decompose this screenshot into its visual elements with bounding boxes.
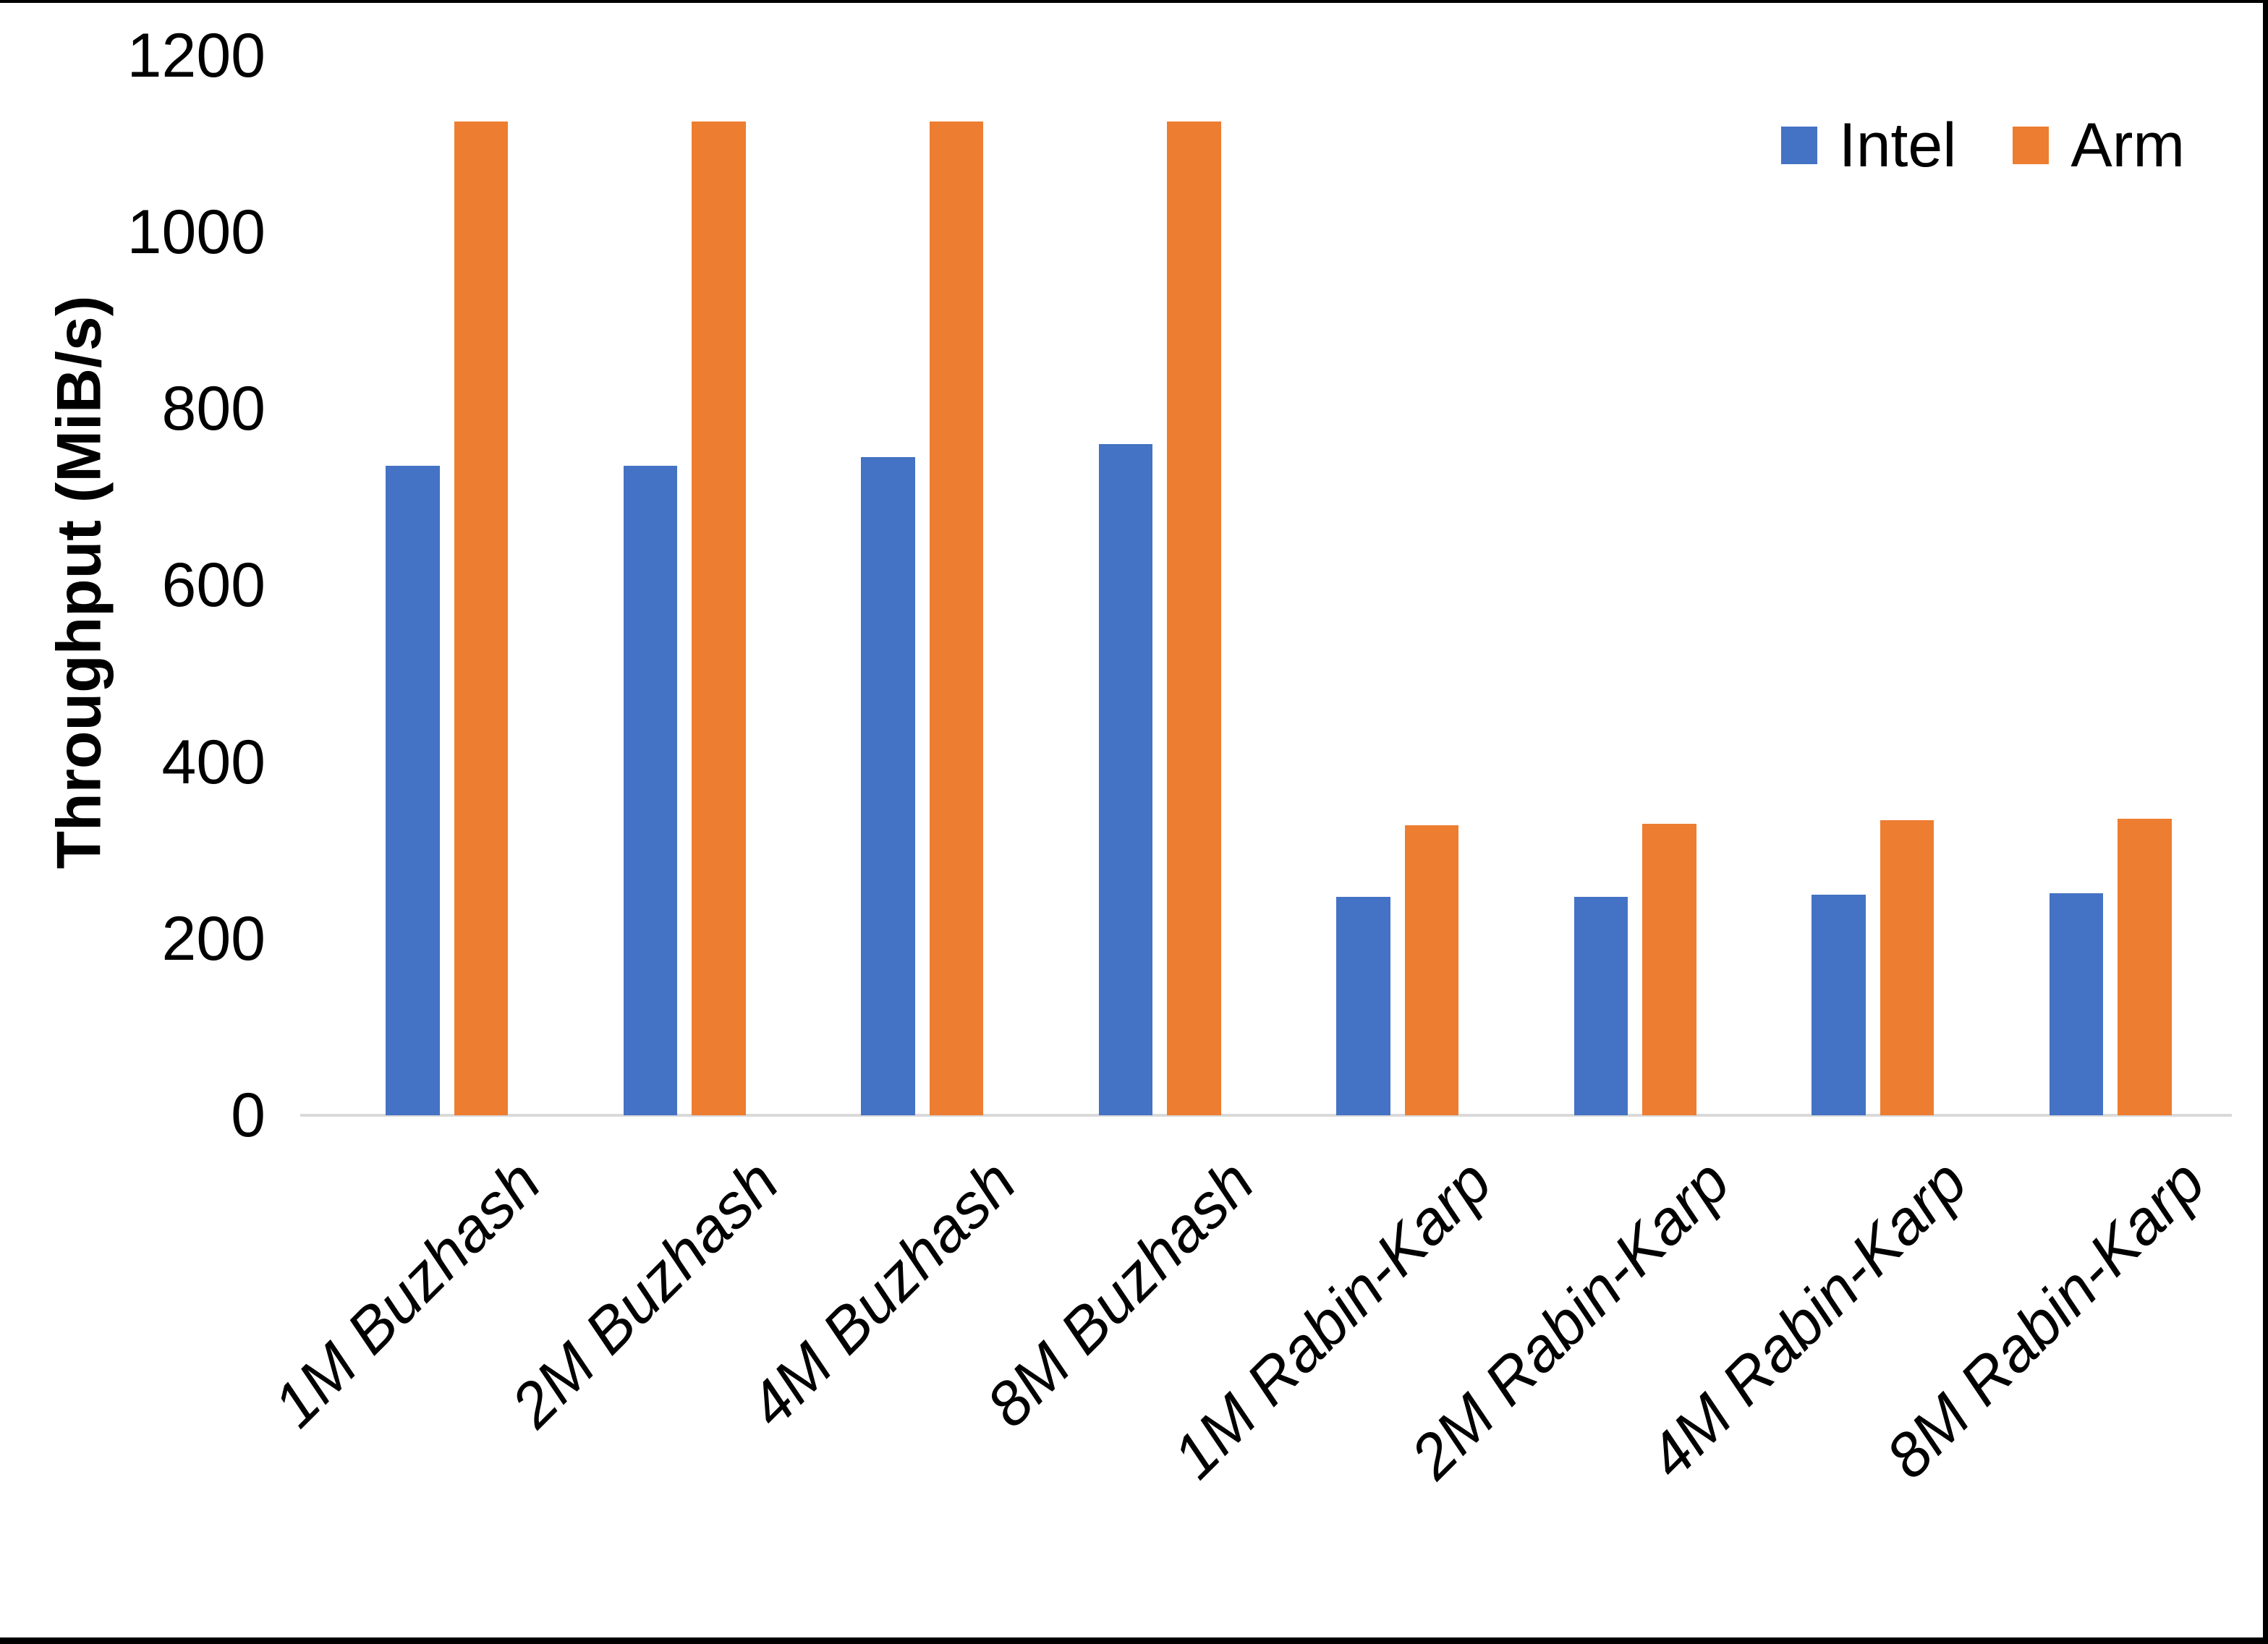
- bar-arm-2m-rabin-karp: [1642, 823, 1696, 1115]
- bar-arm-8m-rabin-karp: [2118, 818, 2172, 1115]
- y-tick-label-200: 200: [161, 903, 266, 974]
- frame-line-bottom: [0, 1637, 2268, 1644]
- frame-line-right: [2263, 0, 2268, 1644]
- legend-item-arm: Arm: [2013, 114, 2185, 176]
- bar-arm-1m-buzhash: [454, 122, 508, 1115]
- y-tick-label-1000: 1000: [127, 197, 266, 267]
- bar-intel-1m-rabin-karp: [1336, 897, 1390, 1115]
- bar-intel-8m-rabin-karp: [2049, 893, 2103, 1115]
- legend-item-intel: Intel: [1780, 111, 1957, 180]
- legend-label-arm: Arm: [2070, 111, 2185, 180]
- legend-label-intel: Intel: [1838, 111, 1957, 180]
- bar-arm-2m-buzhash: [692, 122, 746, 1115]
- y-tick-label-400: 400: [161, 727, 266, 797]
- frame-line-top: [0, 0, 2268, 3]
- y-tick-label-1200: 1200: [127, 20, 266, 90]
- bar-arm-4m-rabin-karp: [1880, 820, 1934, 1115]
- bar-intel-2m-rabin-karp: [1573, 897, 1628, 1115]
- bar-intel-2m-buzhash: [623, 466, 677, 1115]
- legend: Intel Arm: [1780, 111, 2185, 180]
- legend-swatch-arm: [2013, 127, 2050, 164]
- y-tick-label-600: 600: [161, 550, 266, 621]
- bar-arm-8m-buzhash: [1167, 122, 1221, 1115]
- bar-intel-1m-buzhash: [386, 466, 440, 1115]
- bar-arm-1m-rabin-karp: [1404, 825, 1458, 1115]
- bar-arm-4m-buzhash: [929, 122, 983, 1115]
- bar-intel-4m-buzhash: [861, 457, 915, 1115]
- y-tick-label-0: 0: [231, 1081, 266, 1150]
- legend-swatch-intel: [1780, 127, 1817, 164]
- bar-intel-8m-buzhash: [1098, 443, 1152, 1115]
- bar-intel-4m-rabin-karp: [1812, 894, 1866, 1115]
- y-tick-label-800: 800: [161, 374, 266, 443]
- x-axis-line: [300, 1114, 2232, 1117]
